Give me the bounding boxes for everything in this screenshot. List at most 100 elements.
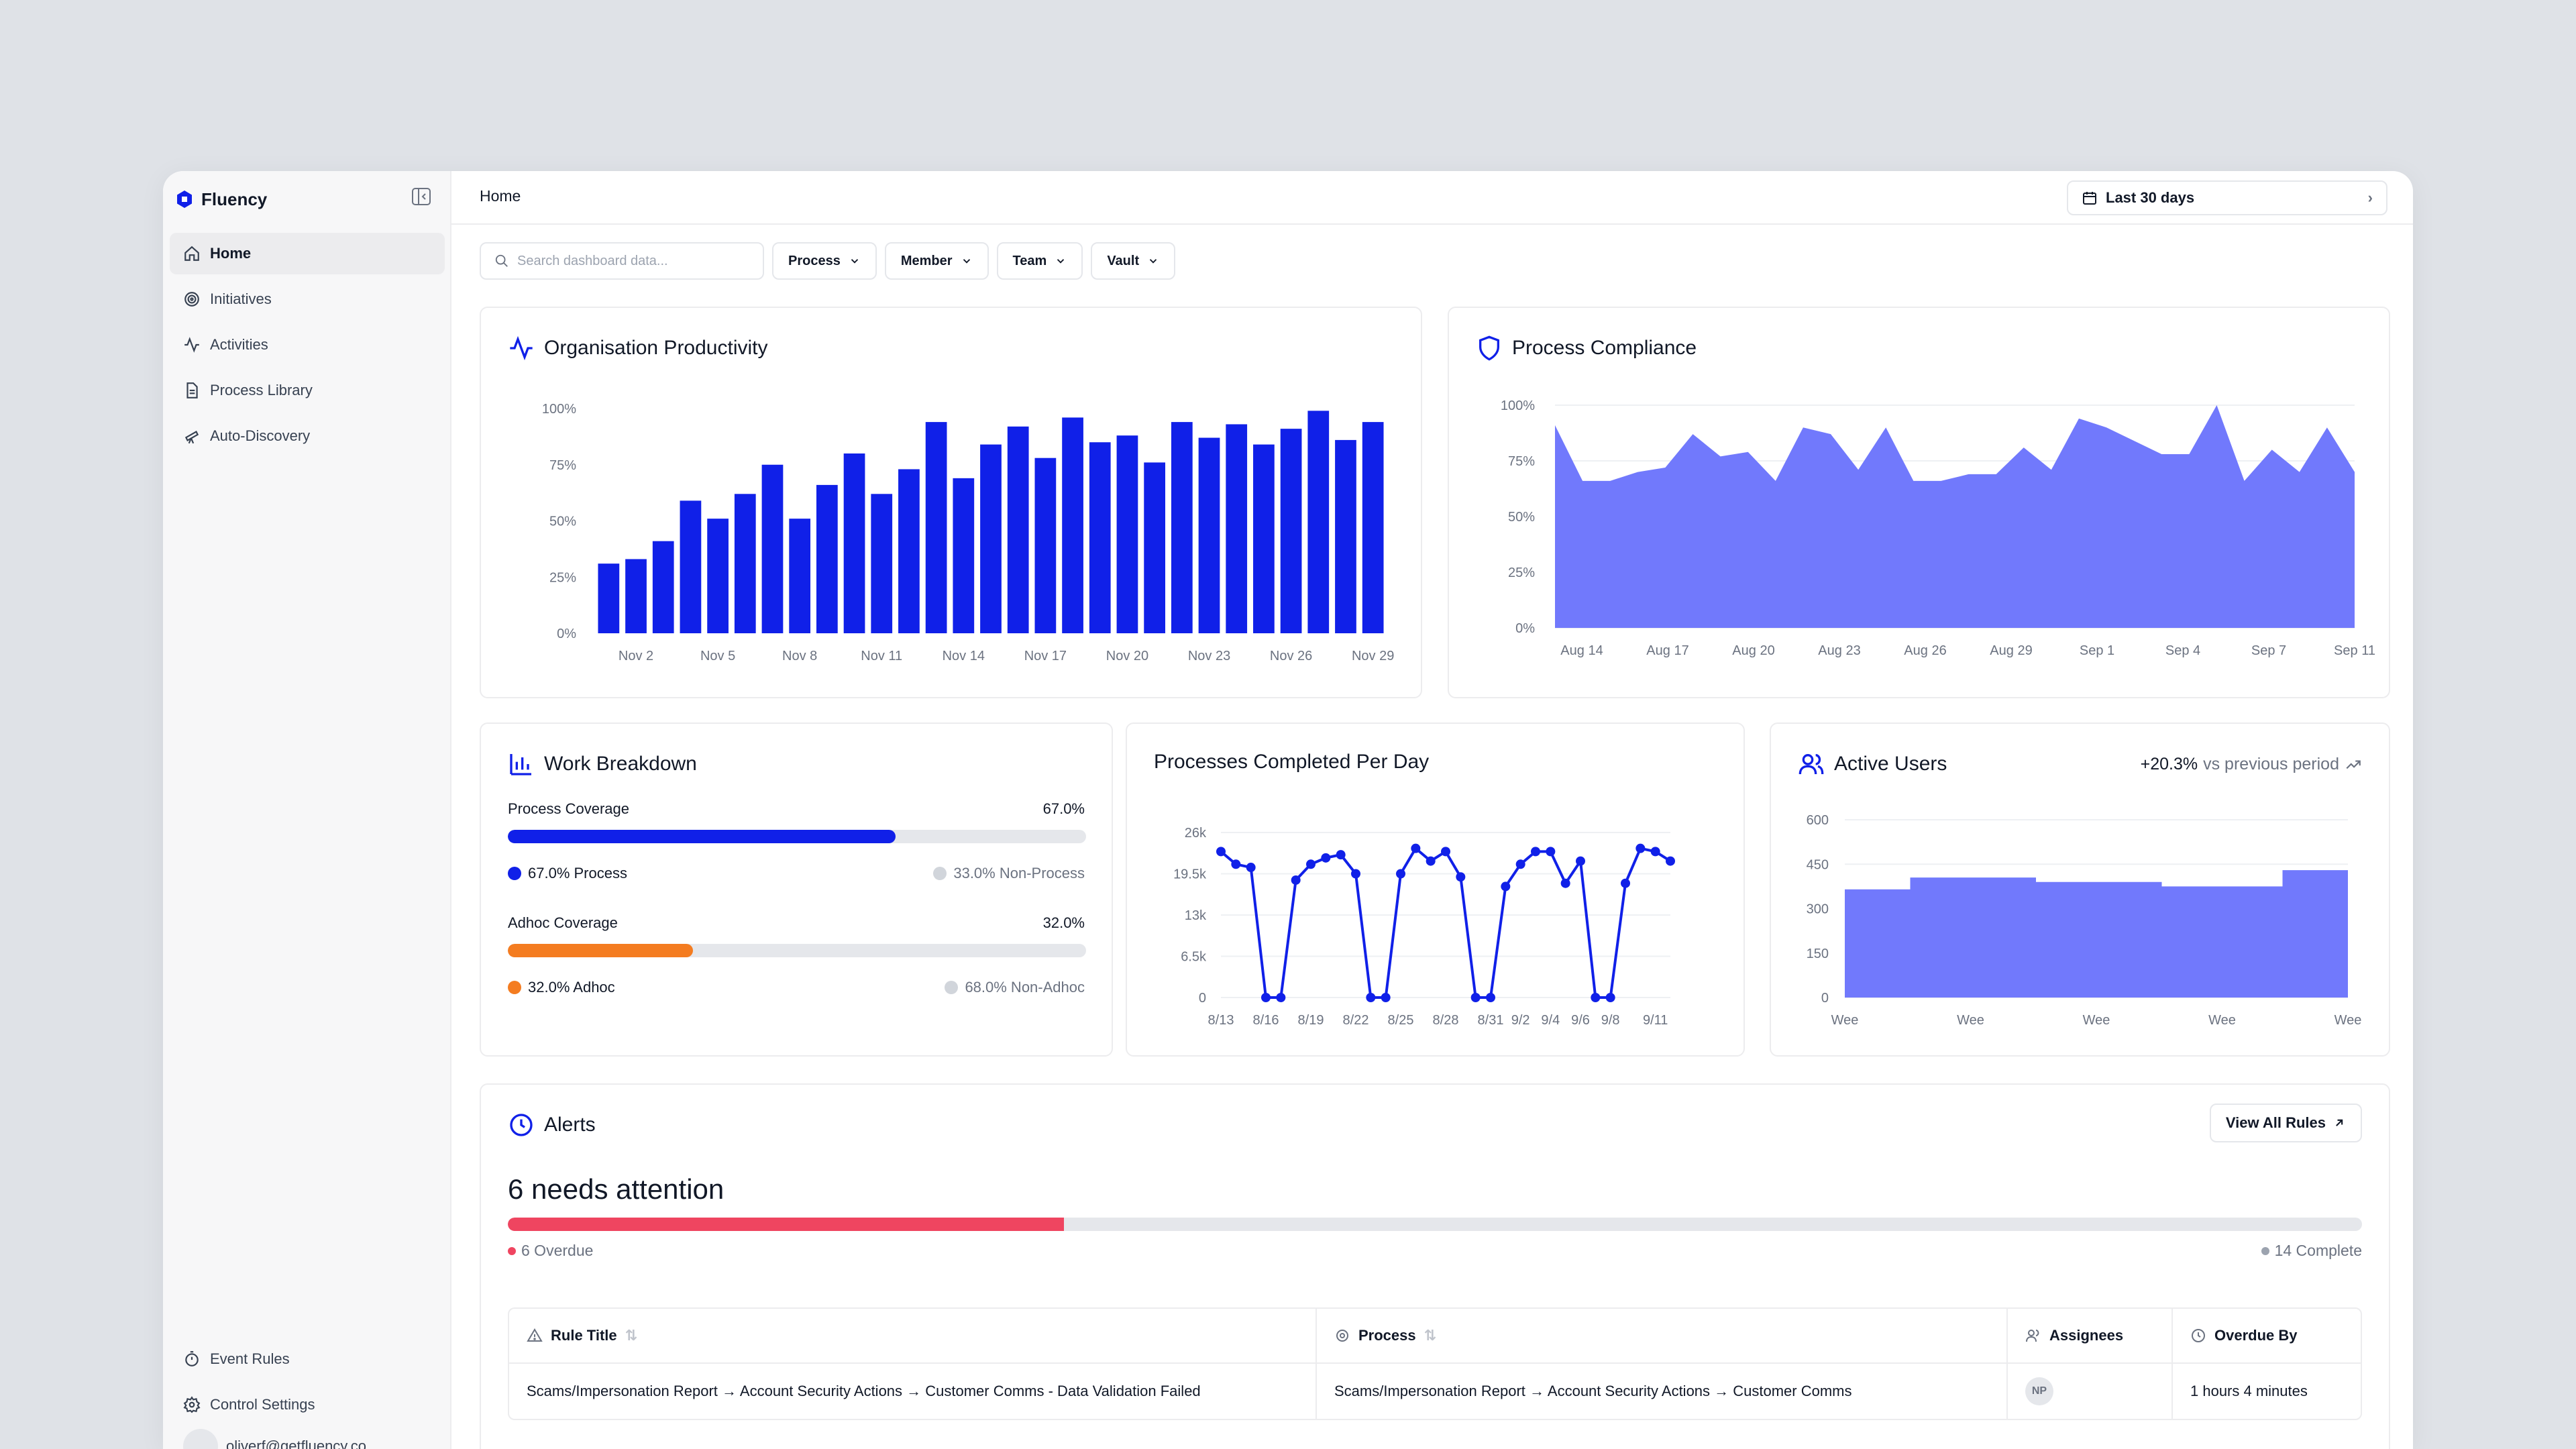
legend-label: 32.0% Adhoc	[528, 979, 615, 996]
sidebar-item-process-library[interactable]: Process Library	[170, 370, 445, 411]
cell-process: Scams/Impersonation Report → Account Sec…	[1317, 1364, 2008, 1419]
work-breakdown-card: Work Breakdown Process Coverage 67.0% 67…	[480, 722, 1113, 1057]
bar	[1144, 462, 1166, 633]
sidebar-item-label: Initiatives	[210, 290, 272, 307]
user-account[interactable]: oliverf@getfluency.co	[175, 1429, 443, 1449]
filter-team[interactable]: Team	[996, 242, 1083, 280]
sidebar-item-label: Event Rules	[210, 1350, 290, 1367]
bar	[680, 500, 702, 633]
column-header-overdue-by: Overdue By	[2173, 1309, 2361, 1362]
column-header-rule-title[interactable]: Rule Title ⇅	[509, 1309, 1317, 1362]
data-point	[1531, 847, 1540, 857]
process-coverage-fill	[508, 830, 896, 843]
y-tick-label: 150	[1807, 947, 1829, 961]
x-tick-label: 8/28	[1433, 1013, 1459, 1028]
sidebar-item-activities[interactable]: Activities	[170, 324, 445, 366]
sidebar-item-home[interactable]: Home	[170, 233, 445, 274]
date-range-button[interactable]: Last 30 days ›	[2067, 180, 2387, 215]
org-productivity-card: Organisation Productivity 100% 75% 50% 25% 0…	[480, 307, 1422, 698]
processes-per-day-chart: 26k 19.5k 13k 6.5k 08/13 8/16 8/19 8/22 8/25 8/28…	[1173, 826, 1675, 1028]
x-tick-label: 8/13	[1208, 1013, 1234, 1028]
header-label: Process	[1358, 1327, 1416, 1344]
sort-icon[interactable]: ⇅	[625, 1327, 638, 1344]
assignee-avatar[interactable]: NP	[2025, 1377, 2053, 1405]
legend-label: 33.0% Non-Process	[953, 865, 1085, 881]
sidebar-item-label: Activities	[210, 336, 268, 353]
bar	[980, 444, 1002, 633]
x-tick-label: Sep 4	[2165, 643, 2200, 658]
users-icon	[1799, 754, 1824, 775]
alerts-table: Rule Title ⇅ Process ⇅ Assignees Ov	[508, 1307, 2362, 1420]
chevron-down-icon	[963, 259, 970, 264]
filter-process[interactable]: Process	[772, 242, 877, 280]
x-tick-label: Sep 7	[2251, 643, 2286, 658]
bar	[1034, 458, 1057, 633]
legend-dot	[508, 981, 521, 994]
column-header-process[interactable]: Process ⇅	[1317, 1309, 2008, 1362]
document-icon	[186, 382, 198, 398]
sidebar-bottom: Event Rules Control Settings oliverf@get…	[175, 1338, 443, 1449]
data-point	[1276, 993, 1286, 1002]
home-icon	[184, 246, 199, 261]
data-point	[1396, 869, 1405, 879]
gear-icon	[183, 1396, 201, 1413]
fluency-logo-icon	[177, 191, 192, 208]
y-tick-label: 0	[1199, 991, 1206, 1006]
sidebar-item-auto-discovery[interactable]: Auto-Discovery	[170, 415, 445, 457]
sort-icon[interactable]: ⇅	[1424, 1327, 1437, 1344]
y-tick-label: 0%	[1515, 621, 1535, 636]
users-icon	[2026, 1330, 2039, 1342]
bar	[625, 559, 647, 633]
header-label: Overdue By	[2214, 1327, 2298, 1344]
x-tick-label: 8/31	[1478, 1013, 1504, 1028]
x-tick-label: Nov 8	[782, 649, 817, 663]
filter-bar: Search dashboard data... Process Member …	[480, 242, 1176, 280]
sidebar-item-control-settings[interactable]: Control Settings	[175, 1384, 443, 1426]
filter-member[interactable]: Member	[884, 242, 989, 280]
bar	[871, 494, 893, 633]
arrow-up-right-icon	[2336, 1119, 2343, 1126]
adhoc-coverage-bar	[508, 944, 1086, 957]
table-row[interactable]: Scams/Impersonation Report → Account Sec…	[509, 1364, 2361, 1419]
x-tick-label: Aug 29	[1990, 643, 2032, 658]
bar	[598, 564, 620, 633]
data-point	[1411, 843, 1421, 853]
header-label: Assignees	[2049, 1327, 2124, 1344]
column-header-assignees: Assignees	[2008, 1309, 2173, 1362]
button-label: View All Rules	[2225, 1114, 2326, 1131]
sidebar-item-initiatives[interactable]: Initiatives	[170, 278, 445, 320]
activity-icon	[184, 337, 199, 353]
bar	[1089, 442, 1111, 633]
bar	[761, 464, 784, 633]
brand[interactable]: Fluency	[174, 186, 267, 213]
bar	[1007, 426, 1029, 633]
x-tick-label: Nov 29	[1352, 649, 1394, 663]
search-input[interactable]: Search dashboard data...	[480, 242, 764, 280]
legend-label: 68.0% Non-Adhoc	[965, 979, 1085, 996]
data-point	[1351, 869, 1360, 879]
x-tick-label: Nov 23	[1188, 649, 1230, 663]
view-all-rules-button[interactable]: View All Rules	[2209, 1104, 2362, 1142]
sidebar-item-label: Auto-Discovery	[210, 427, 311, 444]
data-point	[1336, 850, 1346, 860]
x-tick-label: Aug 20	[1732, 643, 1774, 658]
data-point	[1366, 993, 1376, 1002]
filter-vault[interactable]: Vault	[1091, 242, 1176, 280]
x-tick-label: Nov 2	[619, 649, 653, 663]
breadcrumb[interactable]: Home	[480, 187, 521, 205]
x-tick-label: Wee	[2083, 1013, 2110, 1028]
sidebar-item-label: Home	[210, 245, 252, 262]
card-header: Processes Completed Per Day	[1154, 751, 1429, 773]
app-window: Fluency Home Initiatives Activities Proc…	[163, 171, 2413, 1449]
cell-assignees: NP	[2008, 1364, 2173, 1419]
telescope-icon	[184, 430, 199, 444]
sidebar-item-event-rules[interactable]: Event Rules	[175, 1338, 443, 1380]
bar	[843, 453, 865, 633]
calendar-icon	[2083, 192, 2096, 205]
card-header: Alerts	[508, 1112, 596, 1138]
x-tick-label: 8/19	[1298, 1013, 1324, 1028]
collapse-sidebar-icon[interactable]	[411, 186, 432, 207]
x-tick-label: Aug 23	[1818, 643, 1860, 658]
process-coverage-bar	[508, 830, 1086, 843]
